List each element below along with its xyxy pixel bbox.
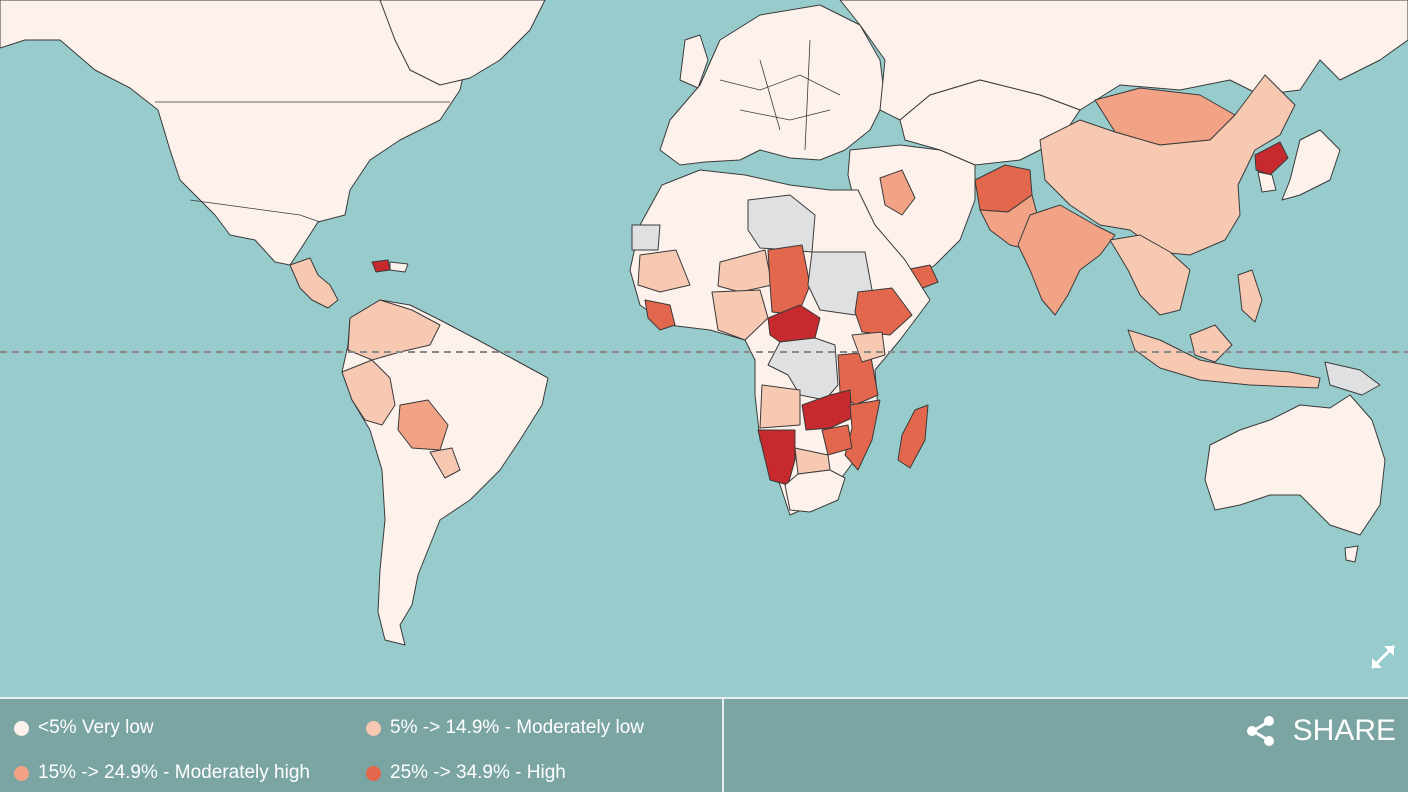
legend-item-moderately-low: 5% -> 14.9% - Moderately low: [366, 717, 644, 739]
region-india[interactable]: [1017, 204, 1116, 316]
region-mozambique[interactable]: [844, 399, 881, 471]
region-japan[interactable]: [1281, 129, 1341, 201]
region-southeast-asia[interactable]: [1109, 234, 1191, 316]
legend-item-moderately-high: 15% -> 24.9% - Moderately high: [14, 762, 310, 784]
region-west-africa-coast[interactable]: [644, 299, 676, 331]
region-namibia[interactable]: [757, 429, 796, 486]
region-indonesia[interactable]: [1127, 329, 1321, 389]
share-label: SHARE: [1292, 714, 1396, 747]
region-dominican-republic[interactable]: [389, 261, 409, 273]
region-haiti[interactable]: [371, 259, 391, 273]
region-philippines[interactable]: [1237, 269, 1263, 323]
region-central-america[interactable]: [289, 257, 339, 309]
legend-swatch-moderately-low: [366, 720, 381, 736]
legend-label: 25% -> 34.9% - High: [390, 762, 566, 783]
region-china[interactable]: [1039, 74, 1296, 256]
region-greenland[interactable]: [379, 0, 546, 86]
legend-label: <5% Very low: [38, 717, 154, 738]
legend-swatch-moderately-high: [14, 765, 29, 781]
region-papua-new-guinea[interactable]: [1324, 361, 1381, 396]
share-icon: [1246, 716, 1274, 746]
legend-label: 5% -> 14.9% - Moderately low: [390, 717, 644, 738]
region-ethiopia[interactable]: [854, 287, 913, 336]
region-australia[interactable]: [1204, 394, 1386, 536]
legend-swatch-high: [366, 765, 381, 781]
region-mali[interactable]: [637, 249, 691, 293]
region-niger[interactable]: [717, 249, 773, 293]
border-europe: [719, 39, 841, 151]
region-south-korea[interactable]: [1257, 171, 1277, 193]
expand-icon[interactable]: [1366, 640, 1400, 674]
world-map[interactable]: [0, 0, 1408, 697]
region-uk[interactable]: [679, 34, 709, 89]
region-madagascar[interactable]: [897, 404, 929, 469]
region-borneo[interactable]: [1189, 324, 1233, 363]
legend-swatch-very-low: [14, 720, 29, 736]
region-peru[interactable]: [341, 359, 396, 426]
region-western-sahara[interactable]: [631, 224, 661, 251]
region-iraq-area[interactable]: [879, 169, 916, 216]
region-nigeria[interactable]: [711, 289, 769, 341]
region-south-africa[interactable]: [784, 469, 846, 513]
region-tasmania[interactable]: [1344, 545, 1359, 563]
region-angola[interactable]: [759, 384, 801, 429]
legend-item-very-low: <5% Very low: [14, 717, 154, 739]
region-paraguay[interactable]: [429, 447, 461, 479]
legend-label: 15% -> 24.9% - Moderately high: [38, 762, 310, 783]
region-north-korea[interactable]: [1254, 141, 1289, 176]
map-svg: [0, 0, 1408, 646]
region-sudan[interactable]: [807, 251, 873, 316]
region-colombia-venezuela[interactable]: [347, 299, 441, 361]
legend-item-high: 25% -> 34.9% - High: [366, 762, 566, 784]
region-zimbabwe[interactable]: [821, 424, 853, 456]
share-button[interactable]: SHARE: [1245, 713, 1396, 749]
map-footer: <5% Very low 5% -> 14.9% - Moderately lo…: [0, 697, 1408, 792]
border-us-mexico: [189, 199, 321, 223]
legend: <5% Very low 5% -> 14.9% - Moderately lo…: [0, 699, 724, 792]
region-north-america[interactable]: [0, 0, 521, 266]
